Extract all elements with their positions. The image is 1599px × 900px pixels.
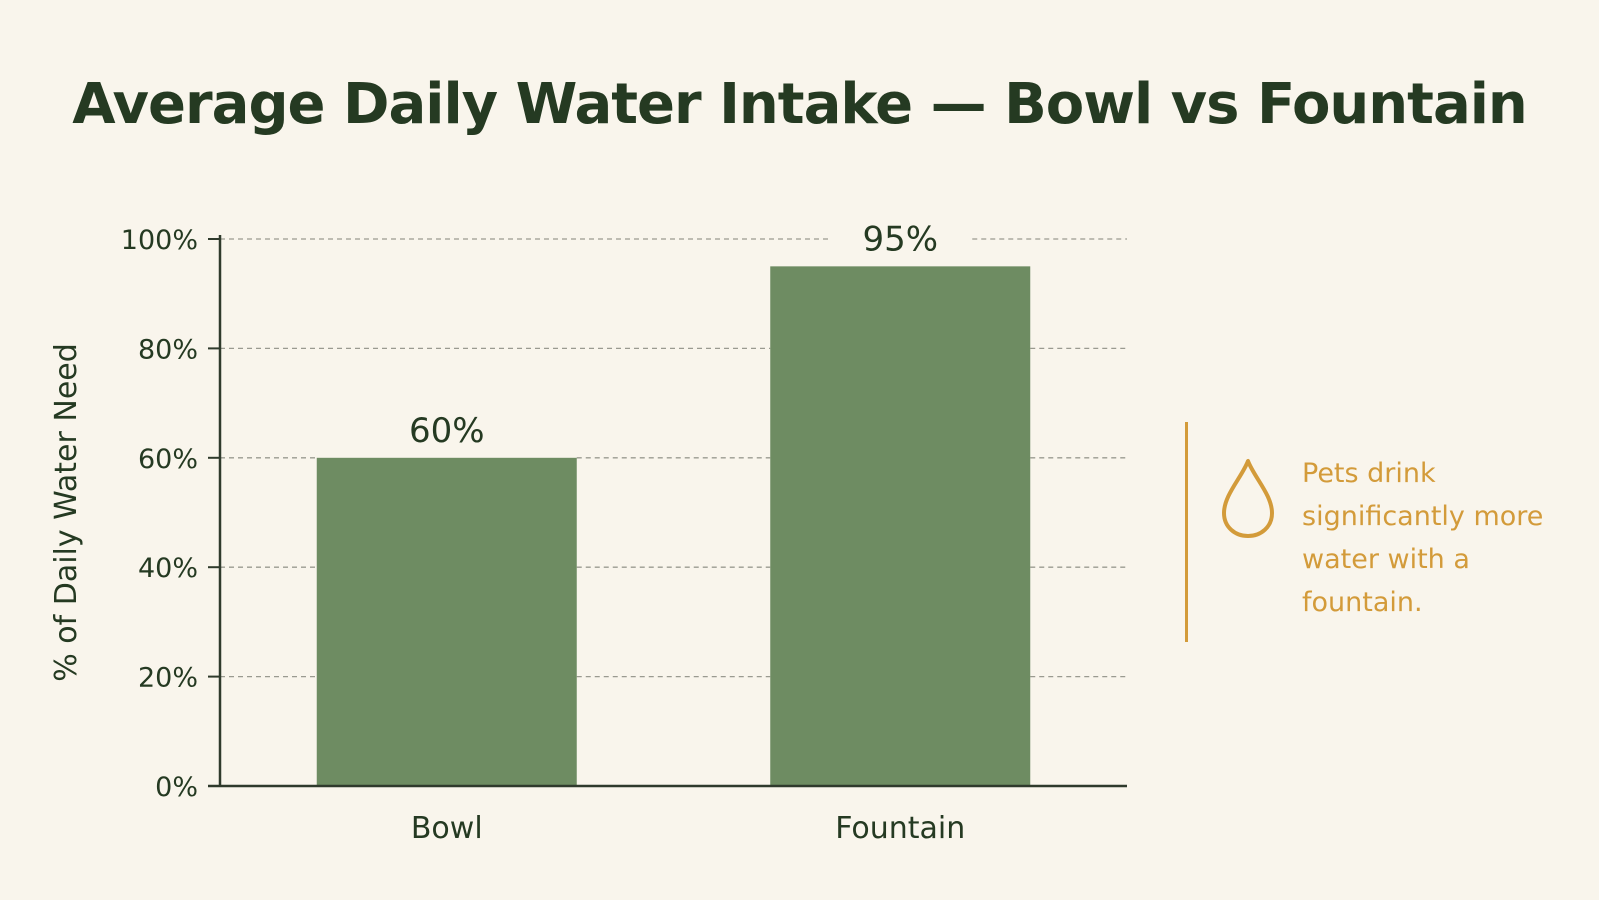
bar-bowl (316, 457, 577, 786)
insight-callout: Pets drink significantly more water with… (1185, 422, 1585, 642)
x-tick-label: Fountain (835, 811, 965, 846)
callout-accent-bar (1185, 422, 1188, 642)
y-tick-label: 40% (138, 553, 198, 584)
x-tick-label: Bowl (411, 811, 483, 846)
y-axis-title: % of Daily Water Need (49, 343, 84, 682)
bar-fountain (770, 266, 1031, 787)
data-label: 95% (862, 219, 938, 259)
y-tick-label: 20% (138, 663, 198, 694)
chart-title: Average Daily Water Intake — Bowl vs Fou… (72, 72, 1528, 137)
y-tick-label: 80% (138, 334, 198, 365)
y-tick-label: 0% (155, 772, 198, 803)
data-label: 60% (409, 411, 485, 451)
y-tick-label: 60% (138, 444, 198, 475)
callout-text: Pets drink significantly more water with… (1302, 458, 1544, 618)
water-drop-icon (1222, 459, 1274, 538)
y-tick-label: 100% (121, 225, 198, 256)
